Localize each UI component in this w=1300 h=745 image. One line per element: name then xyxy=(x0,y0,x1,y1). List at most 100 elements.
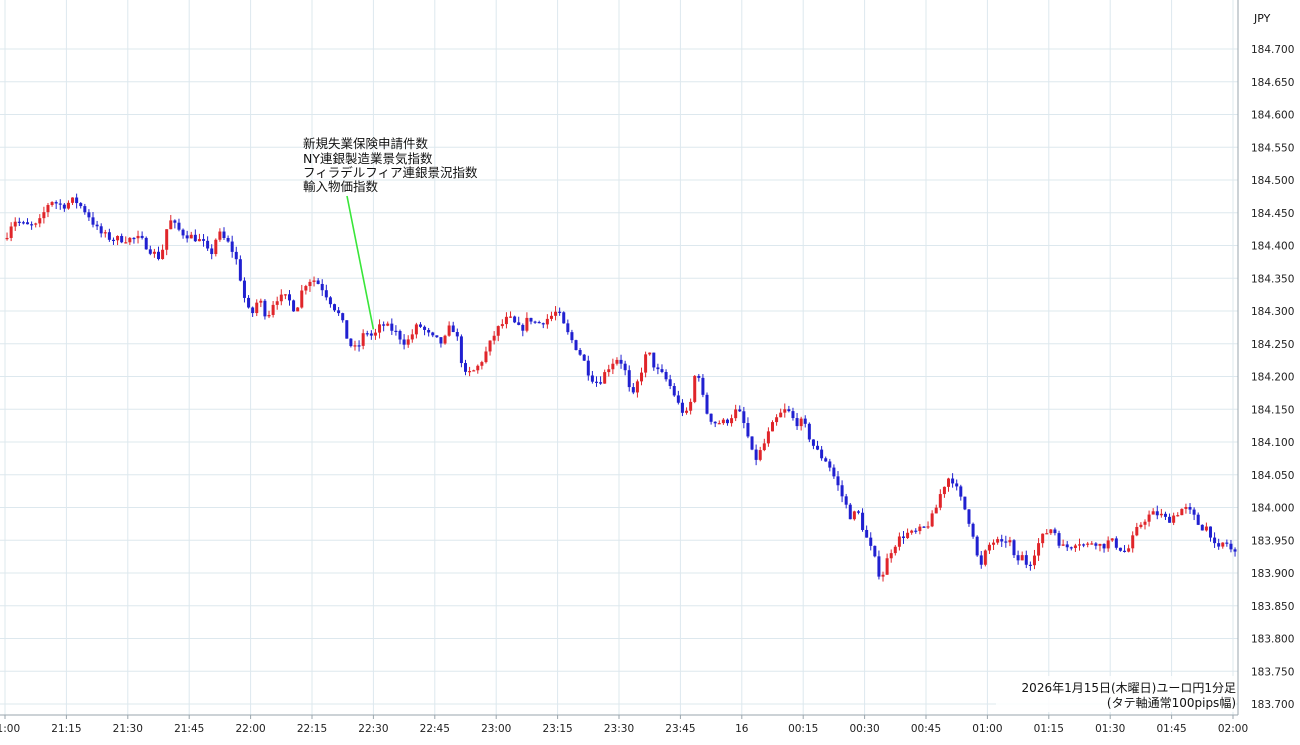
candle-body xyxy=(107,232,111,240)
candle-body xyxy=(83,206,87,213)
candle-body xyxy=(848,504,852,520)
price-tick-label: 184.150 xyxy=(1251,404,1294,416)
candle-body xyxy=(983,550,987,565)
candle-body xyxy=(791,411,795,419)
gridlines xyxy=(0,0,1238,719)
candle-body xyxy=(226,237,230,242)
candle-body xyxy=(1159,513,1163,516)
candle-body xyxy=(1155,511,1159,516)
candle-body xyxy=(193,234,197,242)
candle-body xyxy=(754,449,758,460)
candle-body xyxy=(852,511,856,520)
candle-body xyxy=(275,301,279,305)
candle-body xyxy=(296,307,300,312)
candle-body xyxy=(623,363,627,371)
candle-body xyxy=(558,311,562,313)
price-tick-label: 184.300 xyxy=(1251,306,1294,318)
candle-body xyxy=(545,318,549,325)
candle-body xyxy=(771,422,774,432)
candle-body xyxy=(680,402,684,413)
candle-body xyxy=(157,251,160,260)
candle-body xyxy=(758,450,762,460)
candle-body xyxy=(1196,514,1200,525)
candle-body xyxy=(541,323,545,325)
candle-body xyxy=(1225,542,1229,544)
candle-body xyxy=(750,436,754,450)
time-tick-label: 23:30 xyxy=(604,723,634,735)
candle-body xyxy=(91,217,95,225)
candle-body xyxy=(1016,555,1020,561)
time-tick-label: 21:45 xyxy=(174,723,204,735)
candle-body xyxy=(603,372,607,384)
candle-body xyxy=(967,509,971,524)
candle-body xyxy=(1192,509,1196,515)
price-tick-label: 184.200 xyxy=(1251,372,1294,384)
candle-body xyxy=(353,345,357,347)
candle-body xyxy=(734,409,738,419)
time-tick-label: 22:15 xyxy=(297,723,327,735)
candle-body xyxy=(480,362,484,366)
currency-unit-label: JPY xyxy=(1253,12,1271,25)
candle-body xyxy=(1102,543,1106,549)
candle-body xyxy=(214,239,218,255)
time-tick-label: 21:15 xyxy=(51,723,81,735)
candle-body xyxy=(807,423,811,440)
candle-body xyxy=(418,324,422,327)
candle-body xyxy=(922,526,926,528)
annotation-line-1: 新規失業保険申請件数 xyxy=(303,136,429,151)
candle-body xyxy=(435,335,439,338)
candle-body xyxy=(611,363,615,370)
candle-body xyxy=(697,375,701,378)
candle-body xyxy=(111,239,115,242)
candle-body xyxy=(1094,543,1098,546)
candle-body xyxy=(689,401,693,411)
time-tick-label: 00:15 xyxy=(788,723,818,735)
candle-body xyxy=(676,395,680,403)
candle-body xyxy=(779,412,783,418)
candle-body xyxy=(914,530,918,532)
candle-body xyxy=(578,349,582,355)
candle-body xyxy=(795,418,799,427)
candle-body xyxy=(1082,544,1086,546)
candle-body xyxy=(406,339,410,345)
candle-body xyxy=(701,377,705,395)
candle-body xyxy=(521,324,525,331)
candle-body xyxy=(152,251,156,254)
caption-line-1: 2026年1月15日(木曜日)ユーロ円1分足 xyxy=(1022,681,1236,695)
candle-body xyxy=(267,314,271,317)
candle-body xyxy=(660,369,664,372)
candle-body xyxy=(21,222,25,224)
price-tick-label: 183.700 xyxy=(1251,699,1294,711)
candle-body xyxy=(537,321,541,324)
candle-body xyxy=(893,546,897,554)
candle-body xyxy=(975,536,979,556)
time-tick-labels: 21:00 21:15 21:30 21:45 22:00 22:15 22:30 22:45… xyxy=(0,723,1248,735)
candle-body xyxy=(427,329,431,333)
price-tick-label: 184.500 xyxy=(1251,175,1294,187)
candle-body xyxy=(1061,544,1065,546)
annotation-line-4: 輸入物価指数 xyxy=(303,179,379,194)
candle-body xyxy=(1147,514,1151,522)
candle-body xyxy=(746,423,750,437)
candle-body xyxy=(242,280,246,298)
candle-body xyxy=(161,249,165,260)
candle-body xyxy=(402,339,406,345)
candle-body xyxy=(910,530,914,533)
candle-body xyxy=(934,507,938,514)
price-tick-label: 184.400 xyxy=(1251,241,1294,253)
candle-body xyxy=(1204,526,1208,531)
candle-body xyxy=(574,340,578,350)
candle-body xyxy=(414,324,418,335)
time-tick-label: 23:00 xyxy=(481,723,511,735)
candle-body xyxy=(644,354,648,373)
candle-body xyxy=(148,249,152,254)
candle-body xyxy=(144,237,148,250)
candle-body xyxy=(394,330,398,332)
candle-body xyxy=(1208,526,1212,538)
annotation-line-2: NY連銀製造業景気指数 xyxy=(303,151,433,166)
candle-body xyxy=(128,237,132,243)
candle-body xyxy=(459,336,463,364)
time-tick-label: 00:30 xyxy=(849,723,879,735)
candle-body xyxy=(889,553,893,559)
candle-body xyxy=(582,354,586,361)
